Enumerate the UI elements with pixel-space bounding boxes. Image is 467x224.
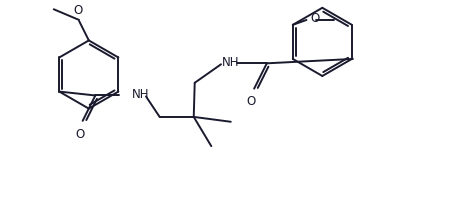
Text: NH: NH [222, 56, 240, 69]
Text: O: O [73, 4, 83, 17]
Text: O: O [311, 11, 319, 24]
Text: NH: NH [131, 88, 149, 101]
Text: O: O [75, 128, 85, 141]
Text: O: O [247, 95, 256, 108]
